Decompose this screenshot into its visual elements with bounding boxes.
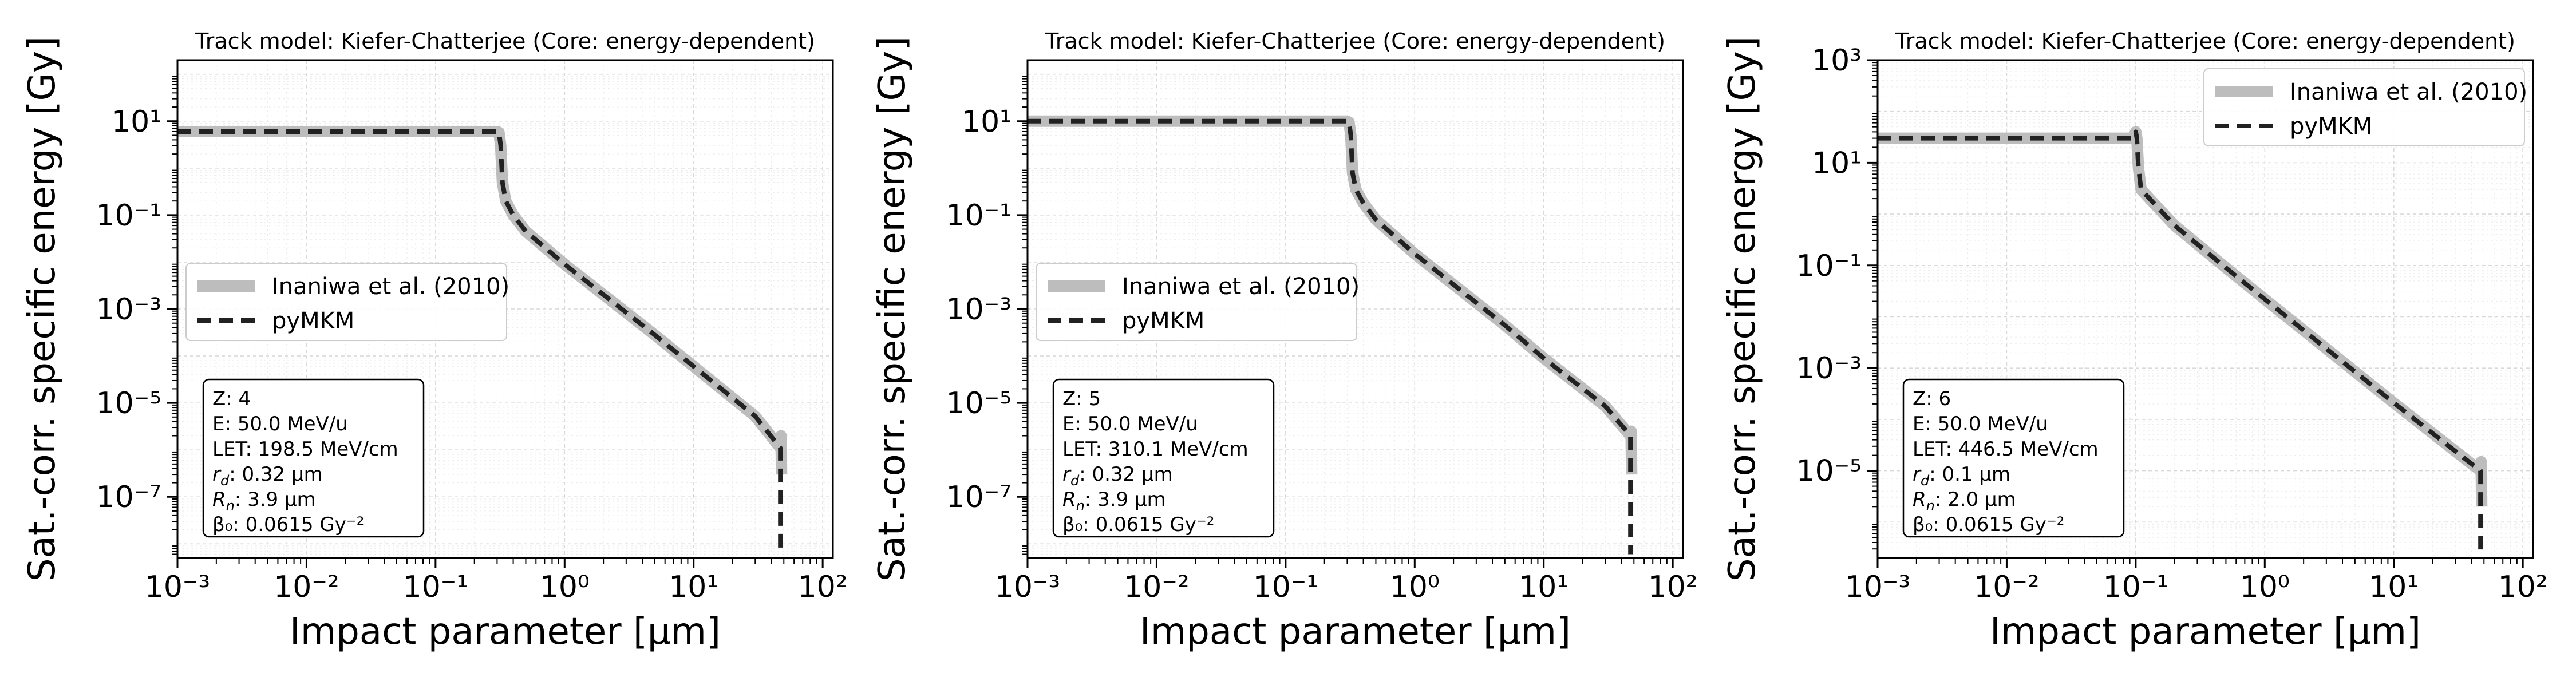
- legend-label-inaniwa: Inaniwa et al. (2010): [2290, 79, 2527, 105]
- x-tick-label: 10⁻¹: [2103, 570, 2168, 604]
- legend-label-inaniwa: Inaniwa et al. (2010): [1122, 274, 1360, 300]
- info-line: Rn: 3.9 µm: [212, 488, 316, 514]
- info-line: β₀: 0.0615 Gy⁻²: [1913, 513, 2064, 536]
- x-tick-label: 10⁻³: [145, 570, 210, 604]
- legend-frame: [1036, 263, 1357, 341]
- x-tick-label: 10¹: [2369, 570, 2419, 604]
- y-tick-label: 10⁻¹: [1796, 249, 1862, 283]
- info-line: β₀: 0.0615 Gy⁻²: [1062, 513, 1214, 536]
- legend-label-pymkm: pyMKM: [1122, 308, 1204, 334]
- x-tick-label: 10²: [2498, 570, 2548, 604]
- series-line-pymkm: [177, 129, 783, 555]
- y-tick-label: 10⁻³: [96, 292, 161, 327]
- info-line: Rn: 3.9 µm: [1062, 488, 1166, 514]
- series-group: [1028, 115, 1638, 555]
- y-tick-label: 10⁻⁷: [96, 480, 161, 514]
- x-tick-label: 10⁻²: [1124, 570, 1189, 604]
- subplot-title: Track model: Kiefer-Chatterjee (Core: en…: [1895, 29, 2515, 54]
- subplot-2: 10⁻³ 10⁻² 10⁻¹ 10⁰ 10¹ 10² 10⁻⁷ 10⁻⁵ 10⁻³ 10⁻¹ 10¹…: [871, 29, 1698, 653]
- info-line: LET: 198.5 MeV/cm: [212, 438, 398, 461]
- info-line: LET: 446.5 MeV/cm: [1913, 438, 2099, 461]
- x-axis-label: Impact parameter [µm]: [1140, 611, 1571, 653]
- x-tick-label: 10²: [798, 570, 848, 604]
- x-tick-label: 10²: [1648, 570, 1698, 604]
- info-line: rd: 0.1 µm: [1913, 463, 2010, 489]
- series-group: [1878, 126, 2488, 556]
- y-axis: 10⁻⁷ 10⁻⁵ 10⁻³ 10⁻¹ 10¹: [946, 76, 1028, 555]
- info-box-frame: [1902, 378, 2125, 538]
- y-tick-label: 10⁻¹: [96, 199, 161, 233]
- y-axis-label: Sat.-corr. specific energy [Gy]: [871, 37, 914, 581]
- info-line: E: 50.0 MeV/u: [1913, 413, 2048, 435]
- y-tick-label: 10⁻³: [946, 292, 1012, 327]
- y-tick-label: 10⁻⁵: [1796, 454, 1862, 489]
- x-tick-label: 10⁻¹: [403, 570, 468, 604]
- info-line: Rn: 2.0 µm: [1913, 488, 2016, 514]
- x-axis: 10⁻³ 10⁻² 10⁻¹ 10⁰ 10¹ 10²: [145, 558, 848, 604]
- y-tick-label: 10⁻³: [1796, 351, 1862, 386]
- legend-frame: [2203, 68, 2525, 146]
- series-line-pymkm: [1028, 118, 1633, 555]
- legend-label-pymkm: pyMKM: [272, 308, 354, 334]
- y-tick-label: 10⁻⁷: [946, 480, 1012, 514]
- y-tick-label: 10¹: [962, 105, 1012, 139]
- x-axis: 10⁻³ 10⁻² 10⁻¹ 10⁰ 10¹ 10²: [995, 558, 1698, 604]
- info-box-frame: [202, 378, 425, 538]
- y-axis-label: Sat.-corr. specific energy [Gy]: [21, 37, 64, 581]
- legend-frame: [185, 263, 507, 341]
- info-box-frame: [1052, 378, 1275, 538]
- legend: Inaniwa et al. (2010) pyMKM: [185, 263, 509, 341]
- x-axis: 10⁻³ 10⁻² 10⁻¹ 10⁰ 10¹ 10²: [1845, 558, 2548, 604]
- y-tick-label: 10¹: [112, 105, 161, 139]
- x-tick-label: 10¹: [1519, 570, 1568, 604]
- info-line: rd: 0.32 µm: [1062, 463, 1173, 489]
- info-line: β₀: 0.0615 Gy⁻²: [212, 513, 364, 536]
- legend-label-inaniwa: Inaniwa et al. (2010): [272, 274, 509, 300]
- subplot-title: Track model: Kiefer-Chatterjee (Core: en…: [195, 29, 815, 54]
- y-axis-label: Sat.-corr. specific energy [Gy]: [1721, 37, 1764, 581]
- x-tick-label: 10⁻³: [1845, 570, 1910, 604]
- info-line: Z: 6: [1913, 387, 1951, 410]
- subplot-title: Track model: Kiefer-Chatterjee (Core: en…: [1045, 29, 1665, 54]
- x-tick-label: 10¹: [669, 570, 718, 604]
- series-line-pymkm: [1878, 129, 2483, 556]
- y-tick-label: 10⁻⁵: [946, 386, 1012, 421]
- y-tick-label: 10³: [1812, 43, 1862, 78]
- y-tick-label: 10⁻¹: [946, 199, 1012, 233]
- x-axis-label: Impact parameter [µm]: [290, 611, 721, 653]
- subplot-3: 10⁻³ 10⁻² 10⁻¹ 10⁰ 10¹ 10² 10⁻⁵ 10⁻³ 10⁻¹ 10¹ 10³ T…: [1721, 29, 2548, 653]
- x-tick-label: 10⁰: [1390, 570, 1440, 604]
- y-axis: 10⁻⁷ 10⁻⁵ 10⁻³ 10⁻¹ 10¹: [96, 76, 177, 555]
- x-tick-label: 10⁻²: [1974, 570, 2039, 604]
- axes-frame: [1876, 59, 2534, 559]
- info-line: E: 50.0 MeV/u: [1062, 413, 1198, 435]
- x-tick-label: 10⁻²: [274, 570, 339, 604]
- subplot-1: 10⁻³ 10⁻² 10⁻¹ 10⁰ 10¹ 10² 10⁻⁷ 10⁻⁵ 10⁻³ 10⁻¹ 10¹…: [21, 29, 848, 653]
- info-line: Z: 5: [1062, 387, 1101, 410]
- y-tick-label: 10⁻⁵: [96, 386, 161, 421]
- y-tick-label: 10¹: [1812, 146, 1862, 180]
- x-tick-label: 10⁻¹: [1253, 570, 1318, 604]
- info-line: Z: 4: [212, 387, 251, 410]
- y-axis: 10⁻⁵ 10⁻³ 10⁻¹ 10¹ 10³: [1796, 43, 1878, 550]
- x-axis-label: Impact parameter [µm]: [1990, 611, 2421, 653]
- x-tick-label: 10⁰: [540, 570, 590, 604]
- info-line: LET: 310.1 MeV/cm: [1062, 438, 1249, 461]
- x-tick-label: 10⁻³: [995, 570, 1060, 604]
- legend: Inaniwa et al. (2010) pyMKM: [1036, 263, 1360, 341]
- series-group: [177, 126, 788, 555]
- x-tick-label: 10⁰: [2240, 570, 2290, 604]
- info-line: rd: 0.32 µm: [212, 463, 323, 489]
- info-line: E: 50.0 MeV/u: [212, 413, 348, 435]
- legend-label-pymkm: pyMKM: [2290, 113, 2372, 140]
- legend: Inaniwa et al. (2010) pyMKM: [2203, 68, 2527, 146]
